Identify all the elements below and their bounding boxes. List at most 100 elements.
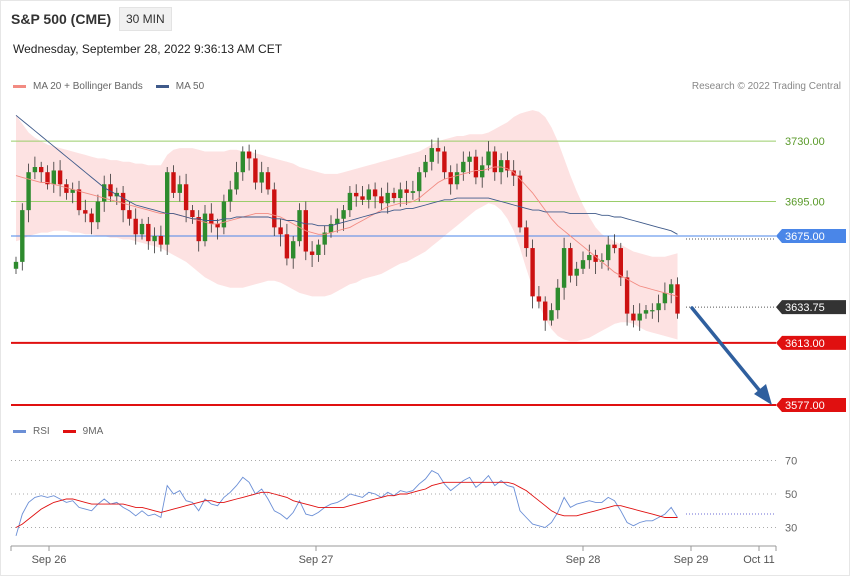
- candle-body: [259, 172, 264, 183]
- candle-body: [360, 196, 365, 200]
- candle-body: [272, 189, 277, 228]
- candle: [511, 160, 516, 186]
- candle: [435, 137, 441, 164]
- candle-body: [291, 241, 296, 259]
- candle: [70, 182, 75, 204]
- candle: [618, 242, 623, 287]
- ma20-line: [15, 166, 678, 297]
- candle-body: [505, 160, 510, 171]
- candle-body: [448, 172, 453, 185]
- research-credit: Research © 2022 Trading Central: [691, 81, 841, 92]
- candle-body: [473, 156, 479, 178]
- candle-body: [656, 303, 661, 311]
- candle: [328, 215, 334, 238]
- candle-body: [561, 248, 567, 288]
- rsi-tick-label: 30: [785, 523, 797, 535]
- candle: [240, 146, 245, 181]
- candle-body: [599, 260, 605, 262]
- chart-datetime: Wednesday, September 28, 2022 9:36:13 AM…: [13, 42, 283, 56]
- candle-body: [454, 172, 460, 185]
- candle: [272, 182, 277, 236]
- interval-badge[interactable]: 30 MIN: [119, 7, 172, 31]
- candle-body: [133, 218, 138, 235]
- candle: [139, 218, 145, 240]
- candle-body: [530, 248, 535, 297]
- candle-body: [536, 296, 542, 302]
- candle: [662, 282, 668, 311]
- candle: [265, 167, 271, 195]
- candle: [417, 167, 422, 202]
- candle-body: [669, 284, 674, 293]
- candle: [461, 151, 466, 181]
- candle-body: [568, 248, 573, 276]
- x-tick-label: Oct 11: [743, 554, 775, 566]
- candle-body: [492, 151, 497, 173]
- candle: [120, 185, 126, 223]
- candle: [498, 153, 504, 185]
- candle: [158, 225, 164, 252]
- candle-body: [662, 292, 668, 304]
- candle: [580, 251, 586, 274]
- candle: [650, 303, 655, 319]
- candle: [127, 201, 132, 226]
- candle: [473, 149, 479, 185]
- candle-body: [32, 167, 38, 173]
- candle-body: [20, 210, 25, 262]
- legend-item-9ma: 9MA: [62, 426, 103, 437]
- legend-label-ma20: MA 20 + Bollinger Bands: [33, 81, 143, 92]
- candle: [524, 220, 529, 257]
- candle-body: [366, 189, 371, 200]
- candle-body: [417, 172, 422, 192]
- candle-body: [89, 213, 94, 223]
- candle: [637, 303, 642, 331]
- x-tick-label: Sep 27: [299, 554, 334, 566]
- candle: [549, 303, 554, 326]
- level-tag-pivot: [776, 229, 846, 243]
- candle: [341, 204, 346, 231]
- candle-body: [322, 232, 327, 245]
- candle-body: [316, 244, 321, 255]
- candle-body: [278, 227, 283, 235]
- candle-body: [127, 210, 132, 219]
- candle: [45, 165, 50, 190]
- candle-body: [549, 310, 554, 321]
- legend-item-ma20: MA 20 + Bollinger Bands: [13, 81, 143, 92]
- candle: [624, 270, 630, 326]
- candle-body: [461, 161, 466, 173]
- level-tag-support: [776, 398, 846, 412]
- candle-body: [221, 201, 227, 228]
- candle: [454, 163, 460, 190]
- candle: [379, 187, 384, 211]
- candle-body: [196, 217, 201, 242]
- candle-body: [335, 218, 340, 224]
- candle-body: [95, 201, 101, 223]
- candle-body: [102, 184, 107, 202]
- candle: [335, 208, 340, 233]
- candle: [196, 210, 201, 252]
- candle: [76, 180, 82, 216]
- candle-body: [202, 213, 208, 242]
- candle: [492, 146, 497, 181]
- candle: [322, 225, 327, 255]
- candle: [675, 277, 680, 319]
- candle: [486, 141, 491, 171]
- candle: [385, 182, 390, 214]
- candle: [530, 239, 535, 309]
- candle: [429, 139, 434, 171]
- candle-body: [379, 196, 384, 204]
- candle-body: [524, 227, 529, 249]
- candle-body: [442, 151, 447, 173]
- forecast-arrow-head: [754, 384, 772, 405]
- candle: [555, 279, 560, 319]
- candle: [467, 151, 472, 174]
- legend-swatch-rsi: [13, 430, 26, 433]
- legend-swatch-9ma: [62, 430, 76, 433]
- candle: [228, 180, 233, 212]
- candle-body: [183, 184, 189, 211]
- candle-body: [467, 156, 472, 162]
- candle: [517, 170, 523, 233]
- candle-body: [234, 172, 239, 190]
- candle-body: [284, 234, 290, 259]
- rsi-9ma-line: [15, 481, 678, 528]
